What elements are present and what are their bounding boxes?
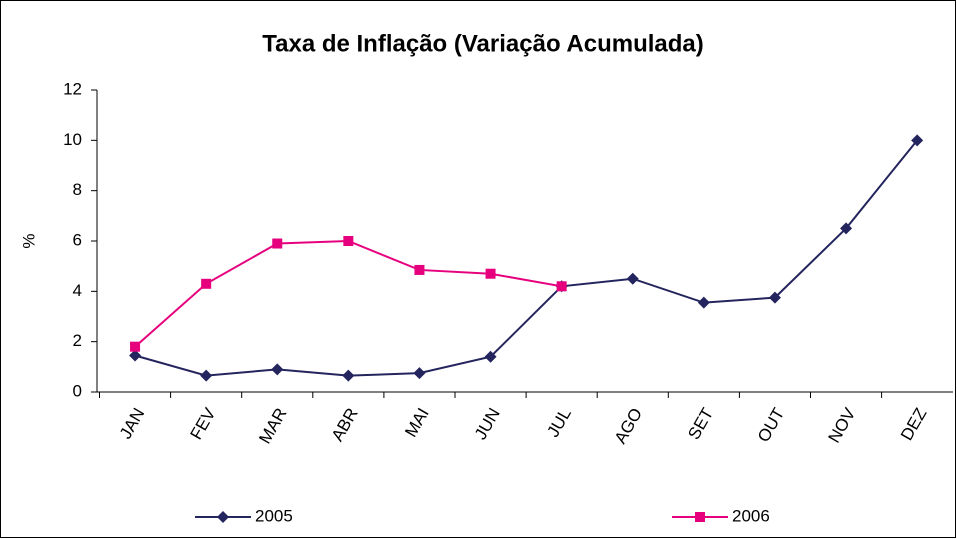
y-tick-label: 10 bbox=[63, 130, 82, 149]
point bbox=[697, 296, 710, 309]
legend-label: 2006 bbox=[732, 506, 770, 525]
point bbox=[413, 367, 426, 380]
point bbox=[130, 341, 141, 352]
y-tick-label: 6 bbox=[73, 230, 82, 249]
point bbox=[626, 272, 639, 285]
point bbox=[556, 281, 567, 292]
series-line bbox=[134, 139, 918, 377]
point bbox=[484, 350, 497, 363]
point bbox=[414, 264, 425, 275]
point bbox=[911, 134, 924, 147]
chart-title: Taxa de Inflação (Variação Acumulada) bbox=[262, 30, 704, 57]
point bbox=[201, 278, 212, 289]
point bbox=[343, 236, 354, 246]
point bbox=[129, 349, 142, 362]
legend-label: 2005 bbox=[255, 506, 293, 525]
point bbox=[271, 363, 284, 376]
y-tick-label: 4 bbox=[73, 281, 82, 300]
y-tick-label: 12 bbox=[63, 79, 82, 98]
point bbox=[272, 238, 283, 249]
y-tick-label: 0 bbox=[73, 381, 82, 400]
point bbox=[485, 268, 496, 279]
point bbox=[200, 369, 213, 382]
point bbox=[840, 222, 853, 235]
y-tick-label: 8 bbox=[73, 180, 82, 199]
y-axis-label: % bbox=[19, 233, 38, 248]
point bbox=[695, 512, 705, 522]
point bbox=[342, 369, 355, 382]
point bbox=[768, 291, 781, 304]
point bbox=[217, 511, 229, 523]
y-tick-label: 2 bbox=[73, 331, 82, 350]
